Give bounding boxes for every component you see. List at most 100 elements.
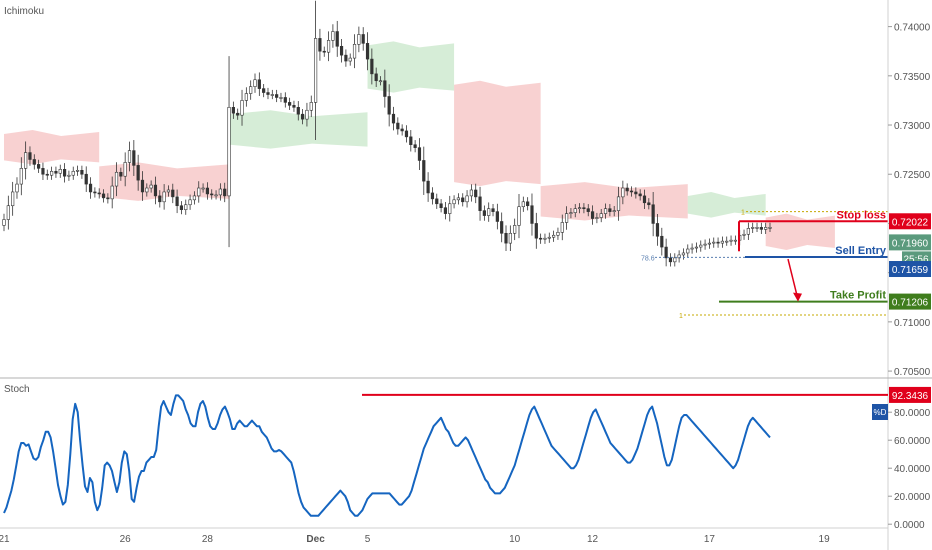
- candle-body: [162, 191, 166, 203]
- candle-body: [569, 212, 573, 214]
- candle-body: [573, 208, 577, 213]
- candle-body: [244, 93, 248, 101]
- candle-body: [534, 223, 538, 239]
- candle-body: [80, 170, 84, 175]
- candle-body: [543, 237, 547, 240]
- time-tick-label: 5: [365, 534, 371, 545]
- candle-body: [751, 227, 755, 229]
- candle-body: [612, 210, 616, 212]
- candle-body: [313, 38, 318, 103]
- candle-body: [582, 207, 586, 209]
- candle-body: [404, 130, 409, 138]
- candle-body: [257, 79, 261, 89]
- candle-body: [426, 180, 430, 194]
- candle-body: [236, 112, 240, 116]
- candle-body: [565, 213, 569, 223]
- stochastic-axis[interactable]: 80.0000 60.0000 40.0000 20.0000 0.0000 92.343…: [872, 386, 931, 531]
- candle-body: [288, 102, 292, 106]
- candle-body: [205, 187, 209, 195]
- candle-body: [179, 205, 184, 210]
- stoch-level-tag-bg: [889, 386, 931, 403]
- candle-body: [127, 150, 132, 163]
- candle-body: [461, 197, 465, 203]
- candle-body: [110, 185, 114, 200]
- candle-body: [599, 213, 603, 218]
- take-profit-price-tag-text: 0.71206: [892, 298, 929, 309]
- cloud-zone-0: [4, 129, 100, 165]
- time-tick-label: Dec: [306, 534, 325, 545]
- candle-body: [768, 227, 772, 229]
- sell-entry-label: Sell Entry: [835, 245, 887, 257]
- ichimoku-cloud: [4, 41, 835, 251]
- current-price-tag-text: 0.71960: [892, 238, 929, 249]
- candle-body: [58, 169, 62, 174]
- candle-body: [729, 239, 733, 242]
- candle-body: [335, 31, 339, 47]
- fib-mid-label: 78.6: [641, 255, 655, 262]
- candle-body: [171, 189, 175, 198]
- candle-body: [378, 80, 383, 83]
- candle-body: [67, 174, 71, 177]
- candle-body: [465, 195, 469, 203]
- cloud-zone-2: [229, 110, 368, 149]
- time-tick-label: 19: [819, 534, 831, 545]
- candle-body: [101, 193, 106, 199]
- candle-body: [383, 80, 387, 97]
- candle-body: [175, 196, 179, 207]
- stochastic-d-line: [3, 394, 771, 517]
- candle-body: [45, 173, 49, 176]
- candle-body: [435, 198, 439, 205]
- candle-body: [638, 193, 642, 197]
- stoch-level-tag-text: 92.3436: [892, 391, 929, 402]
- candle-body: [764, 227, 768, 230]
- candle-body: [478, 196, 482, 211]
- candle-body: [474, 189, 478, 198]
- time-tick-label: 26: [120, 534, 132, 545]
- candle-body: [409, 136, 413, 146]
- candle-body: [136, 165, 140, 181]
- candle-body: [192, 195, 197, 201]
- time-axis[interactable]: 212628Dec5101217192124: [0, 527, 932, 545]
- candle-body: [517, 206, 521, 226]
- candle-body: [331, 31, 335, 41]
- candle-body: [530, 205, 534, 224]
- candle-body: [755, 227, 759, 229]
- candle-body: [712, 241, 716, 244]
- candle-body: [577, 207, 582, 209]
- candle-body: [318, 38, 322, 52]
- candle-body: [301, 113, 305, 120]
- candle-body: [28, 152, 32, 160]
- stoch-pane-title: Stoch: [4, 384, 30, 395]
- cloud-zone-7: [765, 213, 835, 251]
- candle-body: [231, 107, 235, 114]
- candle-body: [733, 239, 737, 242]
- candle-body: [184, 204, 188, 210]
- time-tick-label: 28: [202, 534, 214, 545]
- candle-body: [707, 242, 712, 245]
- candle-body: [37, 164, 41, 169]
- cloud-zone-3: [367, 41, 455, 93]
- candle-body: [413, 144, 417, 148]
- percent-d-badge-text: %D: [874, 408, 887, 417]
- candle-body: [357, 34, 361, 45]
- candle-body: [694, 246, 699, 249]
- candle-body: [326, 40, 331, 53]
- candle-body: [262, 88, 266, 93]
- candle-body: [41, 168, 45, 175]
- candle-body: [2, 219, 6, 226]
- time-tick-label: 17: [704, 534, 716, 545]
- time-tick-label: 12: [587, 534, 599, 545]
- candle-body: [616, 196, 621, 211]
- candle-body: [396, 122, 400, 130]
- candle-body: [742, 233, 746, 236]
- candle-body: [214, 194, 218, 197]
- candle-body: [720, 240, 724, 244]
- price-tick-label: 0.74000: [894, 23, 931, 34]
- candle-body: [119, 171, 123, 177]
- time-tick-label: 10: [509, 534, 521, 545]
- candle-body: [275, 94, 279, 98]
- candle-body: [339, 45, 344, 56]
- stoch-tick-label: 60.0000: [894, 436, 931, 447]
- candle-body: [197, 187, 201, 197]
